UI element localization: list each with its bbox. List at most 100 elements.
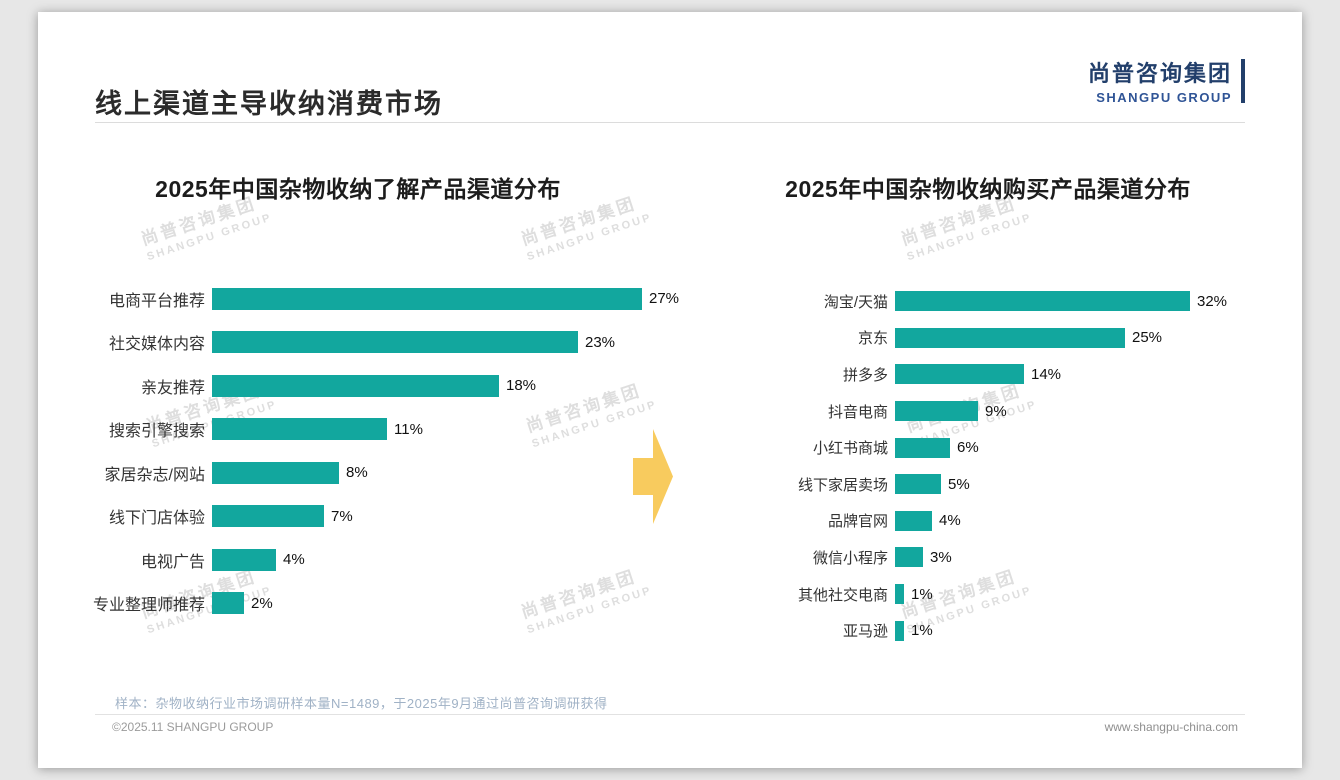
value-label: 3%: [930, 548, 952, 566]
website-url: www.shangpu-china.com: [1104, 720, 1238, 734]
header-divider: [95, 122, 1245, 123]
footer-divider: [95, 714, 1245, 715]
bar-track: 25%: [895, 327, 1163, 348]
category-label: 搜索引擎搜索: [108, 423, 205, 441]
bar-row: 抖音电商 9%: [795, 393, 1295, 430]
value-label: 9%: [985, 402, 1007, 420]
bar: [212, 505, 324, 528]
value-label: 1%: [911, 622, 933, 640]
bar: [212, 592, 244, 615]
bar-row: 电商平台推荐 27%: [89, 277, 769, 321]
bar-track: 9%: [895, 401, 1007, 422]
bar-track: 23%: [212, 331, 616, 354]
logo-english-name: SHANGPU GROUP: [1096, 90, 1232, 105]
category-label: 社交媒体内容: [108, 336, 205, 354]
value-label: 2%: [251, 594, 273, 612]
bar-track: 27%: [212, 287, 680, 310]
category-label: 亚马逊: [842, 623, 888, 641]
bar-track: 1%: [895, 584, 933, 605]
bar: [895, 364, 1024, 385]
bar-row: 电视广告 4%: [89, 538, 769, 582]
category-label: 京东: [857, 330, 888, 348]
bar-track: 14%: [895, 364, 1062, 385]
bar: [895, 584, 904, 605]
bar-track: 32%: [895, 291, 1228, 312]
bar-track: 6%: [895, 437, 979, 458]
copyright-text: ©2025.11 SHANGPU GROUP: [112, 720, 274, 734]
bar: [895, 401, 978, 422]
bar-row: 京东 25%: [795, 320, 1295, 357]
category-label: 拼多多: [842, 366, 888, 384]
value-label: 7%: [331, 507, 353, 525]
value-label: 18%: [506, 377, 537, 395]
value-label: 5%: [948, 475, 970, 493]
category-label: 电商平台推荐: [108, 292, 205, 310]
chart-awareness-bars: 电商平台推荐 27% 社交媒体内容 23% 亲友推荐 18% 搜索引擎搜索 11% 家居杂志/网…: [89, 277, 769, 625]
value-label: 25%: [1132, 329, 1163, 347]
value-label: 14%: [1031, 365, 1062, 383]
bar: [895, 327, 1125, 348]
bar: [212, 461, 339, 484]
bar-row: 其他社交电商 1%: [795, 576, 1295, 613]
bar-row: 品牌官网 4%: [795, 503, 1295, 540]
bar-track: 7%: [212, 505, 353, 528]
bar-row: 亲友推荐 18%: [89, 364, 769, 408]
bar: [895, 291, 1190, 312]
chart-title-awareness: 2025年中国杂物收纳了解产品渠道分布: [155, 176, 561, 202]
bar-row: 微信小程序 3%: [795, 539, 1295, 576]
chart-title-purchase: 2025年中国杂物收纳购买产品渠道分布: [785, 176, 1191, 202]
logo-text: 尚普咨询集团 SHANGPU GROUP: [1088, 56, 1232, 105]
value-label: 11%: [394, 420, 423, 438]
bar-row: 亚马逊 1%: [795, 612, 1295, 649]
bar-track: 1%: [895, 620, 933, 641]
bar: [212, 418, 387, 441]
category-label: 淘宝/天猫: [823, 293, 888, 311]
category-label: 品牌官网: [827, 513, 888, 531]
value-label: 1%: [911, 585, 933, 603]
bar-track: 4%: [895, 510, 961, 531]
category-label: 线下门店体验: [108, 510, 205, 528]
sample-note: 样本：杂物收纳行业市场调研样本量N=1489，于2025年9月通过尚普咨询调研获…: [115, 696, 608, 711]
bar-row: 社交媒体内容 23%: [89, 321, 769, 365]
watermark-english: SHANGPU GROUP: [525, 211, 654, 264]
bar-row: 小红书商城 6%: [795, 429, 1295, 466]
bar-track: 5%: [895, 474, 970, 495]
watermark-english: SHANGPU GROUP: [905, 211, 1034, 264]
value-label: 27%: [649, 290, 680, 308]
value-label: 4%: [939, 512, 961, 530]
bar-row: 线下门店体验 7%: [89, 495, 769, 539]
category-label: 专业整理师推荐: [92, 597, 205, 615]
bar-row: 专业整理师推荐 2%: [89, 582, 769, 626]
value-label: 4%: [283, 551, 305, 569]
value-label: 8%: [346, 464, 368, 482]
bar: [212, 287, 642, 310]
logo-chinese-name: 尚普咨询集团: [1087, 61, 1232, 86]
category-label: 抖音电商: [827, 403, 888, 421]
bar-row: 搜索引擎搜索 11%: [89, 408, 769, 452]
category-label: 电视广告: [140, 553, 205, 571]
value-label: 23%: [585, 333, 616, 351]
bar: [212, 331, 578, 354]
value-label: 6%: [957, 439, 979, 457]
bar: [212, 374, 499, 397]
category-label: 小红书商城: [812, 440, 888, 458]
category-label: 微信小程序: [812, 549, 888, 567]
bar-track: 4%: [212, 548, 305, 571]
bar-track: 18%: [212, 374, 537, 397]
chart-purchase-bars: 淘宝/天猫 32% 京东 25% 拼多多 14% 抖音电商 9% 小红书商城 6% 线下家居卖场 5%…: [795, 283, 1295, 649]
category-label: 其他社交电商: [797, 586, 888, 604]
bar-row: 线下家居卖场 5%: [795, 466, 1295, 503]
bar-track: 2%: [212, 592, 273, 615]
bar-row: 拼多多 14%: [795, 356, 1295, 393]
bar: [212, 548, 276, 571]
logo-divider-bar: [1241, 58, 1245, 103]
category-label: 线下家居卖场: [797, 476, 888, 494]
bar-row: 淘宝/天猫 32%: [795, 283, 1295, 320]
bar-track: 11%: [212, 418, 423, 441]
category-label: 家居杂志/网站: [104, 466, 205, 484]
right-arrow-icon: [633, 429, 673, 524]
bar-row: 家居杂志/网站 8%: [89, 451, 769, 495]
slide: 尚普咨询集团 SHANGPU GROUP 尚普咨询集团 SHANGPU GROUP 尚普…: [38, 12, 1302, 768]
bar: [895, 620, 904, 641]
value-label: 32%: [1197, 292, 1228, 310]
